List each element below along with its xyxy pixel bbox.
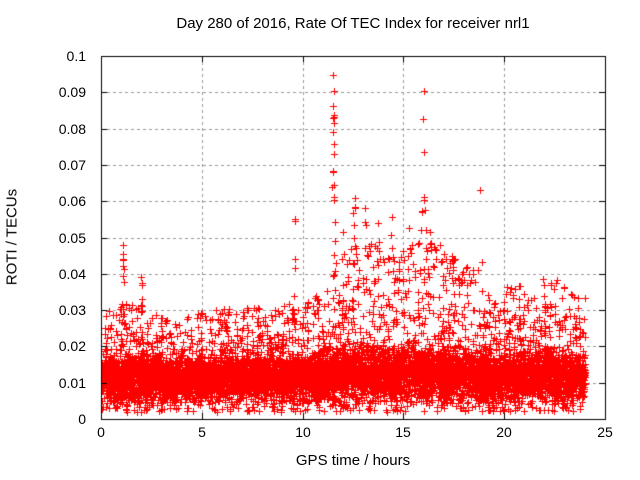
y-tick-label: 0.06 <box>58 193 86 209</box>
y-axis-label: ROTI / TECUs <box>3 188 21 286</box>
y-tick-label: 0 <box>78 411 86 427</box>
y-tick-label: 0.04 <box>58 266 86 282</box>
x-tick-label: 25 <box>597 424 613 440</box>
y-tick-label: 0.01 <box>58 375 86 391</box>
chart-title: Day 280 of 2016, Rate Of TEC Index for r… <box>176 15 530 32</box>
x-tick-label: 5 <box>198 424 206 440</box>
x-tick-label: 20 <box>496 424 512 440</box>
y-tick-label: 0.03 <box>58 302 86 318</box>
y-tick-label: 0.02 <box>58 338 86 354</box>
y-tick-label: 0.09 <box>58 84 86 100</box>
y-tick-label: 0.07 <box>58 157 86 173</box>
x-tick-label: 15 <box>395 424 411 440</box>
y-tick-label: 0.1 <box>66 48 86 64</box>
x-axis-label: GPS time / hours <box>295 452 411 469</box>
x-tick-label: 0 <box>97 424 105 440</box>
x-tick-label: 10 <box>295 424 311 440</box>
y-tick-label: 0.05 <box>58 230 86 246</box>
y-tick-label: 0.08 <box>58 121 86 137</box>
